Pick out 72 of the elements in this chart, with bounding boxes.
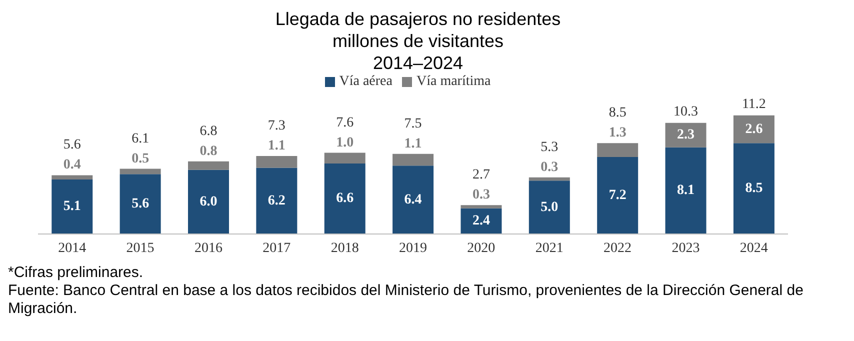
data-label: 6.4 [404,192,422,208]
data-label: 0.8 [200,144,218,159]
bar [733,143,774,234]
data-label: 8.5 [745,181,763,196]
bar [120,168,161,174]
x-tick-label: 2023 [672,240,700,256]
data-label: 5.1 [63,199,81,214]
text: *Cifras preliminares. [8,264,144,282]
chart-title: Llegada de pasajeros no residentes [274,8,562,30]
bar [665,147,706,234]
bar [460,208,502,234]
bar [528,177,570,181]
data-label: 0.5 [132,151,150,166]
legend-label: Vía marítima [416,74,491,89]
x-tick-label: 2016 [194,240,222,256]
data-label: 1.1 [268,138,286,154]
data-label: 5.6 [132,196,150,212]
x-tick-label: 2019 [399,240,427,256]
bar [597,143,638,158]
data-label: 7.2 [608,188,626,204]
bar [665,122,706,148]
data-label: 6.0 [200,194,218,210]
total-label: 5.3 [540,140,558,155]
total-label: 6.1 [132,131,150,146]
data-label: 2.6 [745,122,763,137]
total-label: 2.7 [472,168,490,183]
data-label: 0.4 [63,158,81,173]
data-label: 2.4 [472,214,490,229]
x-tick-label: 2017 [262,240,291,256]
bar [120,174,161,234]
data-label: 0.3 [540,160,558,175]
data-label: 1.1 [404,136,422,152]
bar [188,161,229,170]
total-label: 7.6 [336,115,354,130]
legend-label: Vía aérea [339,74,392,89]
x-tick-label: 2020 [467,240,496,256]
chart-subtitle: millones de visitantes 2014–2024 [331,30,505,74]
x-tick-label: 2014 [58,240,86,256]
bar [324,152,366,164]
total-label: 5.6 [63,138,81,153]
total-label: 7.5 [404,116,422,132]
bar [256,156,298,168]
x-tick-label: 2021 [535,240,564,256]
data-label: 0.3 [472,188,490,203]
bar [733,115,774,144]
x-tick-label: 2015 [126,240,154,256]
bar [597,157,638,234]
data-label: 5.0 [540,200,558,215]
bar [392,166,434,234]
data-label: 2.3 [677,128,695,143]
data-label: 8.1 [677,183,695,198]
x-tick-label: 2022 [604,240,632,256]
bar [52,179,93,234]
bar [460,205,502,208]
data-label: 6.2 [268,193,286,208]
total-label: 6.8 [200,124,218,139]
bar [256,168,298,234]
bar [188,170,229,234]
bar [52,175,93,180]
x-tick-label: 2024 [740,240,768,256]
x-tick-label: 2018 [330,240,359,256]
total-label: 8.5 [608,106,626,121]
data-label: 1.0 [336,135,354,150]
total-label: 7.3 [268,118,286,134]
total-label: 11.2 [742,96,766,112]
bar [392,154,434,166]
source-note: Fuente: Banco Central en base a los datos recibidos del Ministerio de Turismo, provenientes de la Dirección General de Migración. [8,282,804,318]
data-label: 6.6 [336,191,354,206]
bar [528,180,570,234]
data-label: 1.3 [608,126,626,141]
bar [324,163,366,234]
total-label: 10.3 [674,104,698,120]
